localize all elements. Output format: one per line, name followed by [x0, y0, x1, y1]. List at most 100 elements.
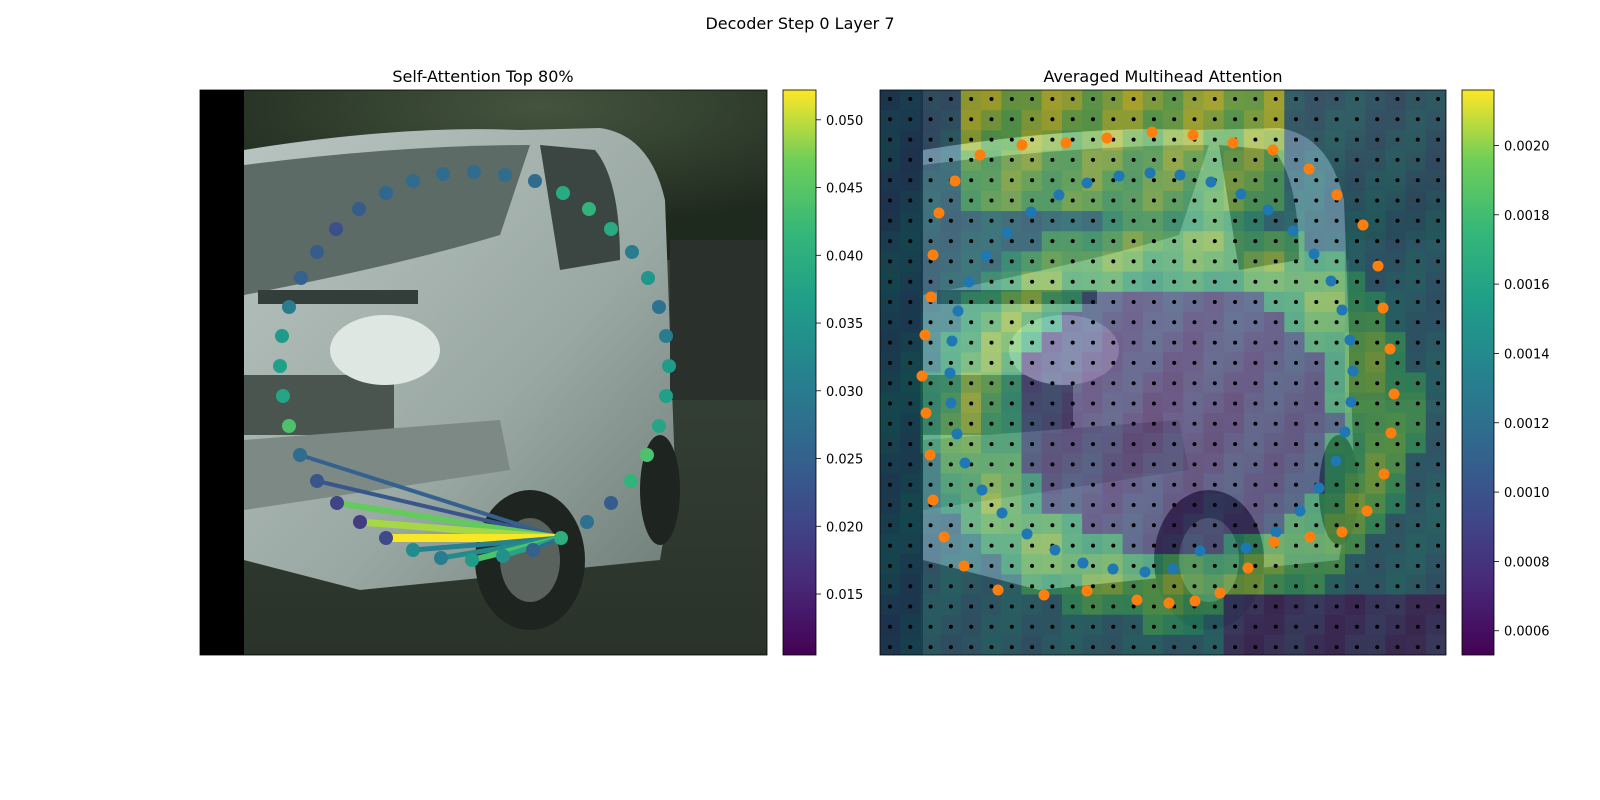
grid-dot — [1192, 624, 1197, 629]
grid-dot — [1334, 584, 1339, 589]
grid-dot — [1273, 279, 1278, 284]
grid-dot — [1212, 442, 1217, 447]
grid-dot — [1009, 239, 1014, 244]
grid-dot — [969, 543, 974, 548]
grid-dot — [908, 624, 913, 629]
grid-dot — [928, 157, 933, 162]
heatmap-cell — [1425, 513, 1446, 535]
heatmap-cell — [1365, 614, 1386, 636]
grid-dot — [1192, 523, 1197, 528]
grid-dot — [1253, 503, 1258, 507]
grid-dot — [1334, 117, 1339, 122]
grid-dot — [1415, 137, 1420, 142]
blue-point — [1077, 557, 1089, 569]
heatmap-cell — [1385, 513, 1407, 535]
grid-dot — [1395, 462, 1400, 467]
heatmap-cell — [1284, 594, 1305, 616]
grid-dot — [1273, 320, 1278, 325]
grid-dot — [948, 259, 953, 264]
grid-dot — [1172, 239, 1177, 244]
grid-dot — [1314, 381, 1319, 386]
grid-dot — [1395, 360, 1400, 365]
grid-dot — [1131, 563, 1136, 568]
grid-dot — [1172, 97, 1177, 101]
attention-point — [467, 165, 481, 179]
grid-dot — [1030, 543, 1035, 548]
grid-dot — [1273, 340, 1278, 345]
grid-dot — [1172, 340, 1177, 345]
heatmap-cell — [1405, 453, 1427, 474]
grid-dot — [1192, 462, 1197, 467]
heatmap-cell — [1264, 594, 1285, 616]
grid-dot — [1212, 360, 1217, 365]
grid-dot — [1314, 279, 1319, 284]
grid-dot — [888, 604, 892, 609]
grid-dot — [1395, 604, 1400, 609]
grid-dot — [1009, 401, 1014, 406]
blue-point — [945, 397, 957, 409]
grid-dot — [1314, 178, 1319, 183]
grid-dot — [908, 645, 913, 650]
colorbar-tick-label: 0.025 — [826, 453, 863, 468]
heatmap-cell — [1365, 594, 1386, 616]
grid-dot — [969, 300, 974, 304]
heatmap-cell — [1284, 614, 1305, 636]
heatmap-cell — [1405, 110, 1427, 131]
grid-dot — [1131, 381, 1136, 386]
grid-dot — [1273, 259, 1278, 264]
grid-dot — [1334, 300, 1339, 304]
grid-dot — [1192, 320, 1197, 325]
grid-dot — [908, 482, 913, 487]
grid-dot — [1091, 97, 1095, 101]
heatmap-cell — [1344, 594, 1366, 616]
grid-dot — [1436, 198, 1441, 203]
grid-dot — [908, 360, 913, 365]
grid-dot — [1212, 381, 1217, 386]
grid-dot — [1030, 645, 1035, 650]
heatmap-cell — [1344, 634, 1366, 655]
grid-dot — [1172, 381, 1177, 386]
grid-dot — [1354, 543, 1359, 548]
grid-dot — [1050, 117, 1055, 122]
grid-dot — [1009, 604, 1014, 609]
colorbar-tick-label: 0.030 — [826, 385, 863, 400]
grid-dot — [1436, 624, 1441, 629]
grid-dot — [1354, 340, 1359, 345]
grid-dot — [1050, 584, 1055, 589]
grid-dot — [1395, 239, 1400, 244]
grid-dot — [1192, 360, 1197, 365]
grid-dot — [1233, 279, 1238, 284]
grid-dot — [989, 259, 994, 264]
grid-dot — [1273, 624, 1278, 629]
grid-dot — [1050, 523, 1055, 528]
heatmap-cell — [1001, 634, 1022, 655]
attention-point — [275, 329, 289, 343]
grid-dot — [928, 178, 933, 183]
grid-dot — [969, 178, 974, 183]
grid-dot — [1314, 604, 1319, 609]
grid-dot — [908, 218, 913, 223]
grid-dot — [928, 584, 933, 589]
grid-dot — [1030, 300, 1035, 304]
grid-dot — [908, 381, 913, 386]
grid-dot — [1212, 482, 1217, 487]
grid-dot — [948, 198, 953, 203]
grid-dot — [1334, 178, 1339, 183]
grid-dot — [1354, 645, 1359, 650]
grid-dot — [1212, 421, 1217, 426]
orange-point — [919, 329, 931, 341]
grid-dot — [969, 218, 974, 223]
grid-dot — [1415, 360, 1420, 365]
heatmap-cell — [1425, 594, 1446, 616]
grid-dot — [908, 523, 913, 528]
grid-dot — [928, 604, 933, 609]
grid-dot — [1233, 320, 1238, 325]
grid-dot — [1273, 523, 1278, 528]
heatmap-cell — [1304, 554, 1326, 575]
grid-dot — [1354, 523, 1359, 528]
grid-dot — [1436, 137, 1441, 142]
attention-point — [353, 515, 367, 529]
grid-dot — [1172, 117, 1177, 122]
heatmap-cell — [1405, 190, 1427, 212]
